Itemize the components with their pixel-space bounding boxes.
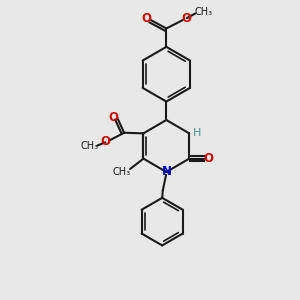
Text: O: O	[100, 135, 110, 148]
Text: O: O	[182, 12, 192, 25]
Text: CH₃: CH₃	[112, 167, 130, 177]
Text: N: N	[162, 166, 172, 178]
Text: O: O	[108, 110, 118, 124]
Text: O: O	[204, 152, 214, 165]
Text: O: O	[142, 12, 152, 25]
Text: CH₃: CH₃	[194, 8, 213, 17]
Text: CH₃: CH₃	[81, 141, 99, 152]
Text: H: H	[193, 128, 201, 138]
